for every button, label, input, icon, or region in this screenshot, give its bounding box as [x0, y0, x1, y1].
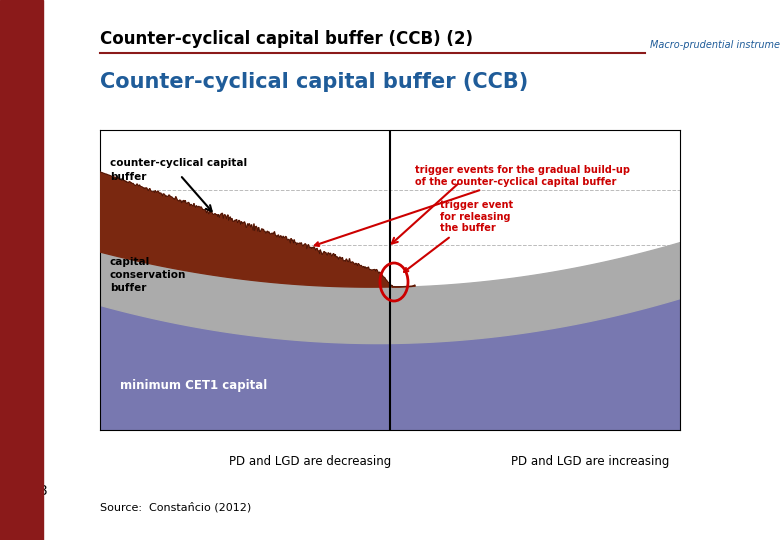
- Text: PD and LGD are decreasing: PD and LGD are decreasing: [229, 455, 391, 468]
- Text: boom: boom: [275, 415, 345, 435]
- Text: Counter-cyclical capital buffer (CCB) (2): Counter-cyclical capital buffer (CCB) (2…: [100, 30, 473, 48]
- Text: PD and LGD are increasing: PD and LGD are increasing: [511, 455, 669, 468]
- Text: trigger events for the gradual build-up
of the counter-cyclical capital buffer: trigger events for the gradual build-up …: [315, 165, 630, 246]
- Text: capital
conservation
buffer: capital conservation buffer: [110, 257, 186, 293]
- Text: minimum CET1 capital: minimum CET1 capital: [120, 379, 268, 392]
- Text: counter-cyclical capital
buffer: counter-cyclical capital buffer: [110, 158, 247, 181]
- Text: Source:  Constan̂cio (2012): Source: Constan̂cio (2012): [100, 502, 251, 512]
- Text: 28: 28: [30, 484, 48, 498]
- Text: Counter-cyclical capital buffer (CCB): Counter-cyclical capital buffer (CCB): [100, 72, 528, 92]
- Text: trigger event
for releasing
the buffer: trigger event for releasing the buffer: [404, 200, 513, 272]
- Text: Macro-prudential instruments: Macro-prudential instruments: [650, 40, 780, 50]
- Text: recession: recession: [530, 415, 650, 435]
- Polygon shape: [100, 172, 415, 287]
